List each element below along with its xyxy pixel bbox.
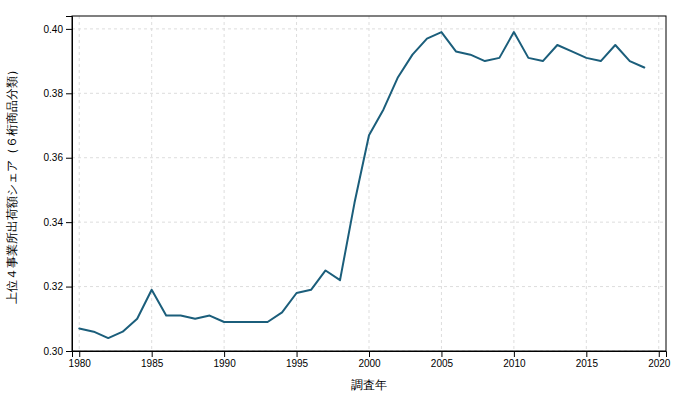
grid-line-y bbox=[72, 286, 666, 287]
x-tick-mark bbox=[152, 351, 153, 357]
y-tick-label: 0.30 bbox=[44, 346, 64, 357]
plot-frame bbox=[72, 16, 666, 351]
x-tick: 1990 bbox=[213, 351, 236, 369]
grid-line-x bbox=[586, 16, 587, 351]
grid-line-x bbox=[658, 16, 659, 351]
x-tick-mark bbox=[659, 351, 660, 357]
y-tick-label: 0.38 bbox=[44, 88, 64, 99]
x-tick-label: 1985 bbox=[141, 358, 164, 369]
x-tick-label: 2010 bbox=[503, 358, 526, 369]
x-tick: 2000 bbox=[358, 351, 381, 369]
y-tick-label: 0.40 bbox=[44, 24, 64, 35]
grid-line-y bbox=[72, 222, 666, 223]
y-tick: 0.30 bbox=[44, 346, 72, 357]
x-tick: 1985 bbox=[141, 351, 164, 369]
grid-line-y bbox=[72, 28, 666, 29]
y-tick-mark bbox=[66, 287, 72, 288]
y-tick-label: 0.36 bbox=[44, 152, 64, 163]
y-tick-label: 0.32 bbox=[44, 281, 64, 292]
y-tick: 0.32 bbox=[44, 281, 72, 292]
y-tick: 0.38 bbox=[44, 88, 72, 99]
grid-line-y bbox=[72, 93, 666, 94]
x-tick-label: 2000 bbox=[358, 358, 381, 369]
x-tick: 2005 bbox=[431, 351, 454, 369]
grid-line-x bbox=[79, 16, 80, 351]
y-tick-label: 0.34 bbox=[44, 217, 64, 228]
grid-line-y bbox=[72, 157, 666, 158]
x-tick-label: 2005 bbox=[431, 358, 454, 369]
x-tick: 2015 bbox=[576, 351, 599, 369]
x-tick-label: 1995 bbox=[286, 358, 309, 369]
y-tick-mark bbox=[66, 29, 72, 30]
x-tick-mark bbox=[514, 351, 515, 357]
series bbox=[79, 32, 644, 338]
x-axis: 1980 1985 1990 1995 2000 2005 2010 2015 2020 bbox=[69, 351, 671, 369]
y-tick-mark bbox=[66, 222, 72, 223]
line bbox=[79, 32, 644, 338]
grid bbox=[72, 16, 666, 351]
grid-line-x bbox=[441, 16, 442, 351]
x-tick-mark bbox=[79, 351, 80, 357]
y-tick-mark bbox=[66, 93, 72, 94]
x-axis-title: 調査年 bbox=[351, 378, 387, 392]
x-tick-mark bbox=[297, 351, 298, 357]
x-tick: 1995 bbox=[286, 351, 309, 369]
x-tick: 2020 bbox=[648, 351, 671, 369]
x-tick-mark bbox=[441, 351, 442, 357]
grid-line-x bbox=[513, 16, 514, 351]
x-tick-label: 2015 bbox=[576, 358, 599, 369]
y-tick: 0.36 bbox=[44, 152, 72, 163]
x-tick-mark bbox=[369, 351, 370, 357]
chart: 1980 1985 1990 1995 2000 2005 2010 2015 2020 0.30… bbox=[0, 0, 688, 399]
grid-line-x bbox=[224, 16, 225, 351]
axis-domain bbox=[73, 352, 667, 358]
y-tick-mark bbox=[66, 158, 72, 159]
y-axis-title: 上位４事業所出荷額シェア（６桁商品分類） bbox=[5, 64, 19, 304]
grid-line-x bbox=[369, 16, 370, 351]
plot: 1980 1985 1990 1995 2000 2005 2010 2015 2020 0.30… bbox=[44, 16, 671, 369]
y-tick: 0.34 bbox=[44, 217, 72, 228]
y-tick-mark bbox=[66, 351, 72, 352]
x-tick-mark bbox=[224, 351, 225, 357]
y-axis: 0.30 0.32 0.34 0.36 0.38 0.40 bbox=[44, 17, 73, 357]
x-tick-label: 1980 bbox=[69, 358, 92, 369]
x-tick-label: 2020 bbox=[648, 358, 671, 369]
x-tick-mark bbox=[586, 351, 587, 357]
grid-line-x bbox=[151, 16, 152, 351]
x-tick-label: 1990 bbox=[213, 358, 236, 369]
axis-domain bbox=[66, 17, 73, 352]
grid-line-x bbox=[296, 16, 297, 351]
y-tick: 0.40 bbox=[44, 24, 72, 35]
x-tick: 2010 bbox=[503, 351, 526, 369]
x-tick: 1980 bbox=[69, 351, 92, 369]
